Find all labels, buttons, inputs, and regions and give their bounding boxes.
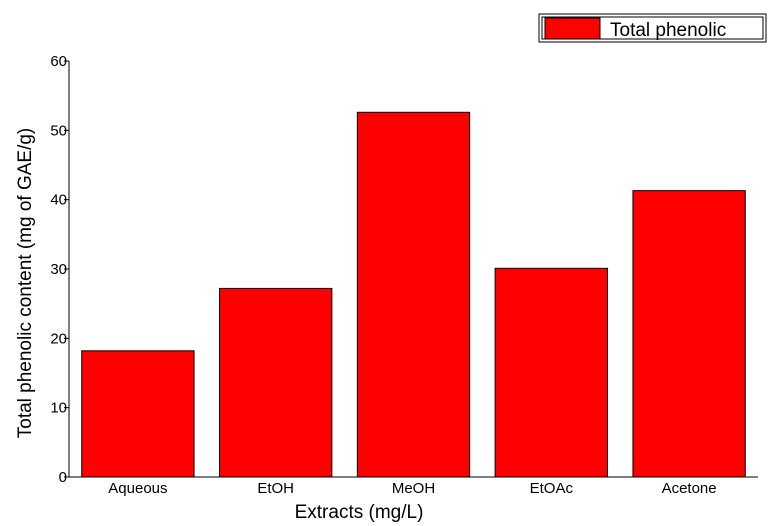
bar-aqueous [81, 350, 195, 478]
bar-etoh [219, 287, 333, 478]
legend: Total phenolic [538, 13, 767, 43]
y-tick-label-30: 30 [50, 261, 67, 278]
y-tick-label-40: 40 [50, 192, 67, 209]
x-tick-label-acetone: Acetone [662, 480, 717, 497]
x-tick-label-etoh: EtOH [257, 480, 294, 497]
legend-frame-inner [541, 16, 764, 40]
y-axis: 0 10 20 30 40 50 60 [50, 53, 70, 486]
bar-meoh [356, 111, 471, 478]
y-tick-label-20: 20 [50, 330, 67, 347]
x-tick-label-etoac: EtOAc [530, 480, 574, 497]
bar-etoac [494, 267, 608, 478]
bar-acetone [632, 190, 746, 478]
bars-group [81, 111, 746, 478]
x-tick-label-aqueous: Aqueous [108, 480, 167, 497]
y-tick-label-0: 0 [59, 469, 67, 486]
y-tick-label-50: 50 [50, 122, 67, 139]
legend-swatch [544, 17, 601, 40]
y-axis-title: Total phenolic content (mg of GAE/g) [15, 128, 36, 439]
x-tick-label-meoh: MeOH [392, 480, 435, 497]
legend-label: Total phenolic [610, 20, 726, 41]
y-tick-label-60: 60 [50, 53, 67, 70]
y-tick-label-10: 10 [50, 400, 67, 417]
x-axis: Aqueous EtOH MeOH EtOAc Acetone [69, 476, 758, 497]
x-axis-title: Extracts (mg/L) [295, 502, 424, 523]
